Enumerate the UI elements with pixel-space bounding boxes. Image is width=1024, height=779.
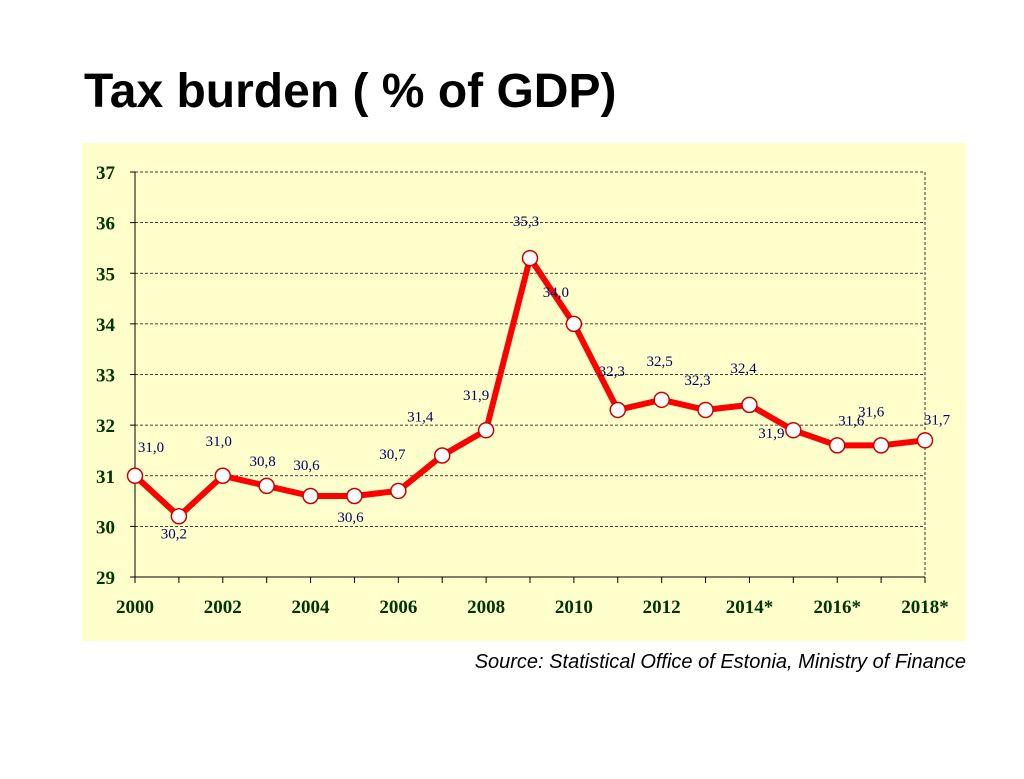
data-label: 32,5 <box>647 354 673 370</box>
y-tick-label: 31 <box>96 467 115 488</box>
series-line <box>132 255 928 520</box>
data-point <box>258 477 275 495</box>
y-tick-label: 30 <box>96 517 115 538</box>
data-point <box>477 421 495 439</box>
data-label: 30,8 <box>250 454 276 470</box>
x-tick-label: 2000 <box>116 597 154 618</box>
x-tick-label: 2008 <box>467 597 505 618</box>
data-label: 31,0 <box>206 434 232 450</box>
data-label: 31,4 <box>407 410 434 426</box>
data-point <box>214 467 232 484</box>
data-point <box>126 467 144 484</box>
slide-title: Tax burden ( % of GDP) <box>84 65 617 118</box>
y-tick-label: 35 <box>96 264 115 285</box>
data-point <box>785 421 802 439</box>
data-point <box>565 315 583 333</box>
data-point <box>653 391 670 409</box>
data-label: 35,3 <box>513 214 539 230</box>
source-note: Source: Statistical Office of Estonia, M… <box>474 651 966 673</box>
x-tick-label: 2014* <box>726 597 774 618</box>
data-point <box>433 447 451 464</box>
data-label: 31,6 <box>838 413 865 429</box>
data-point <box>609 401 627 419</box>
x-tick-label: 2016* <box>813 597 861 618</box>
x-tick-label: 2018* <box>901 597 949 618</box>
x-tick-label: 2012 <box>643 597 681 618</box>
data-label: 31,9 <box>463 388 489 404</box>
y-tick-label: 32 <box>96 416 115 437</box>
data-label: 31,0 <box>138 440 164 456</box>
y-tick-label: 36 <box>96 214 115 235</box>
data-label: 32,3 <box>684 373 710 389</box>
data-point <box>170 508 188 525</box>
data-point <box>302 487 319 505</box>
line-chart: 29 30 31 32 33 34 35 36 37 2000 2002 2004 2006 2008 20… <box>96 163 951 618</box>
data-label: 34,0 <box>543 285 569 301</box>
x-tick-label: 2006 <box>379 597 417 618</box>
data-label: 31,9 <box>758 426 784 442</box>
y-tick-label: 33 <box>96 366 115 387</box>
data-point <box>697 401 714 419</box>
data-point <box>741 396 758 414</box>
y-tick-label: 29 <box>96 568 115 589</box>
data-point <box>872 437 890 454</box>
x-tick-label: 2002 <box>204 597 242 618</box>
data-label: 31,7 <box>924 412 951 428</box>
data-point <box>346 487 363 505</box>
data-label: 32,3 <box>599 364 625 380</box>
data-point <box>828 437 846 454</box>
x-tick-label: 2010 <box>555 597 593 618</box>
data-label: 31,6 <box>858 404 885 420</box>
data-point <box>390 482 407 500</box>
data-label: 30,6 <box>337 510 364 526</box>
y-tick-label: 34 <box>96 315 116 336</box>
data-point <box>916 432 934 449</box>
x-tick-label: 2004 <box>292 597 331 618</box>
data-label: 32,4 <box>730 361 757 377</box>
data-point <box>521 249 539 267</box>
y-tick-label: 37 <box>96 163 116 184</box>
data-label: 30,2 <box>161 526 187 542</box>
data-label: 30,6 <box>293 458 320 474</box>
data-label: 30,7 <box>379 447 406 463</box>
chart-panel: 29 30 31 32 33 34 35 36 37 2000 2002 2004 2006 2008 20… <box>82 143 966 641</box>
